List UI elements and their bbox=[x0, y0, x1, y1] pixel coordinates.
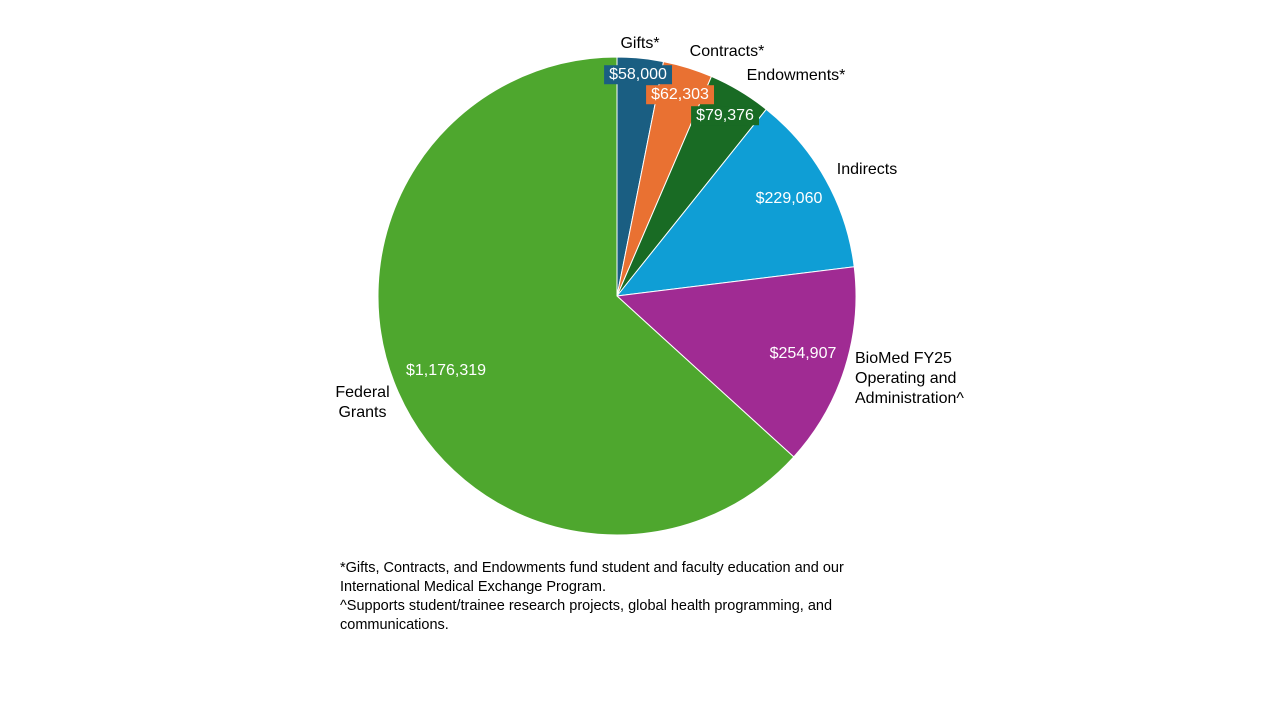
category-label: Indirects bbox=[836, 161, 898, 178]
footnote: *Gifts, Contracts, and Endowments fund s… bbox=[340, 560, 844, 595]
category-label: Gifts* bbox=[620, 35, 660, 52]
footnote: ^Supports student/trainee research proje… bbox=[340, 598, 833, 633]
category-label: Contracts* bbox=[689, 43, 765, 60]
value-label-group: $58,000 bbox=[604, 65, 673, 85]
pie-slice bbox=[615, 266, 857, 458]
value-label: $58,000 bbox=[609, 66, 667, 83]
value-label-group: $1,176,319 bbox=[406, 362, 486, 379]
pie-slice bbox=[615, 108, 855, 297]
pie-slice bbox=[377, 56, 795, 536]
category-label: Endowments* bbox=[746, 67, 846, 84]
value-label: $229,060 bbox=[756, 190, 823, 207]
value-label: $254,907 bbox=[770, 345, 837, 362]
value-label-group: $79,376 bbox=[691, 106, 760, 126]
value-label-group: $62,303 bbox=[646, 85, 715, 105]
footnotes: *Gifts, Contracts, and Endowments fund s… bbox=[340, 559, 910, 635]
value-label-group: $254,907 bbox=[770, 345, 837, 362]
value-label-background bbox=[646, 85, 715, 105]
value-label: $79,376 bbox=[696, 107, 754, 124]
value-label: $62,303 bbox=[651, 86, 709, 103]
value-label-background bbox=[604, 65, 673, 85]
category-label: BioMed FY25 Operating and Administration… bbox=[855, 350, 964, 407]
value-label-group: $229,060 bbox=[756, 190, 823, 207]
value-label-background bbox=[691, 106, 760, 126]
category-label: Federal Grants bbox=[335, 384, 390, 421]
value-label: $1,176,319 bbox=[406, 362, 486, 379]
